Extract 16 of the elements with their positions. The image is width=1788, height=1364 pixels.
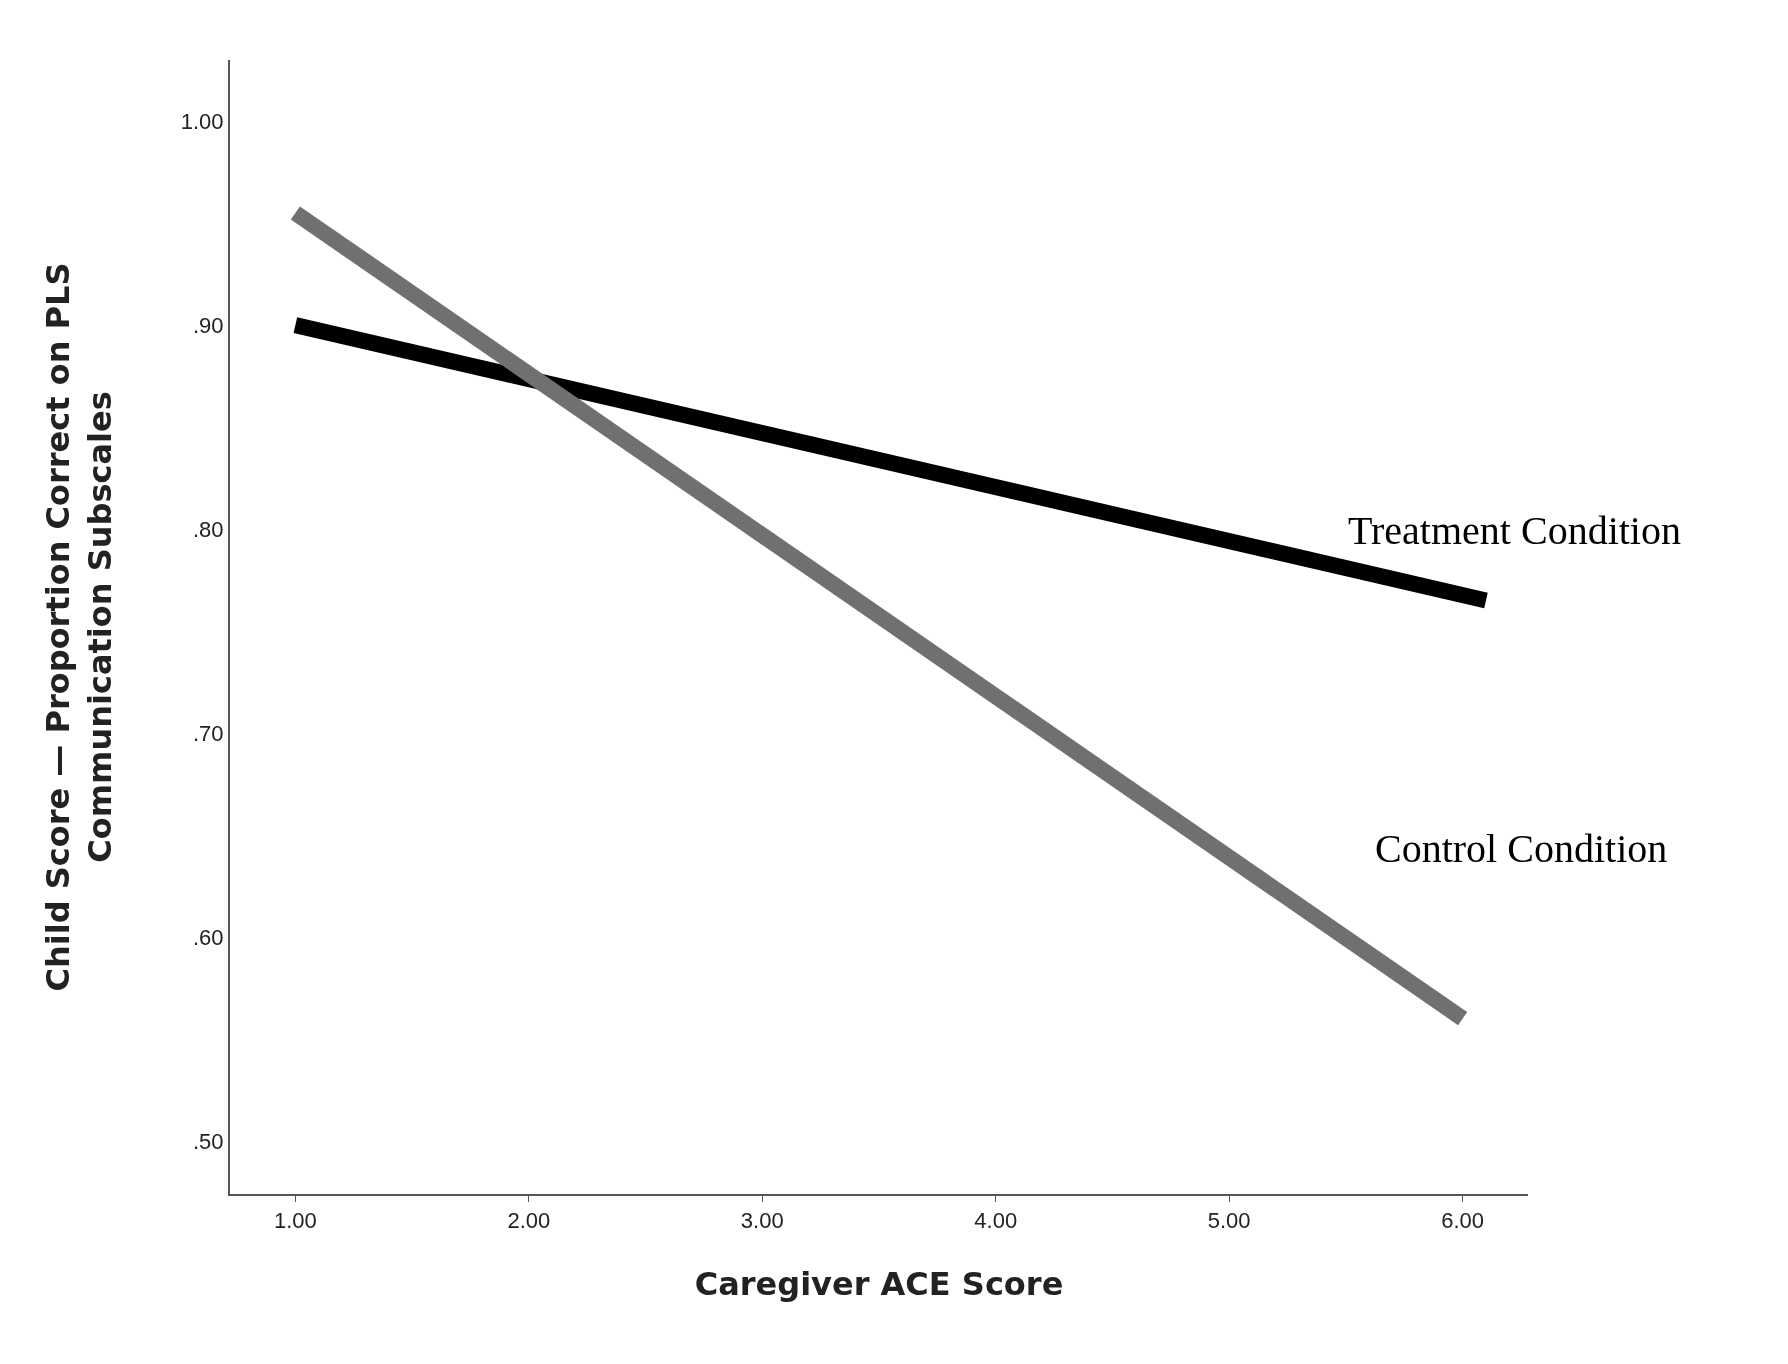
y-tick-label: .90 <box>193 312 224 338</box>
y-tick-label: 1.00 <box>180 108 224 134</box>
x-axis-title: Caregiver ACE Score <box>694 1264 1064 1303</box>
y-tick-label: .70 <box>193 720 224 746</box>
y-axis-title: Child Score — Proportion Correct on PLS Communication Subscales <box>38 262 119 992</box>
x-tick-label: 3.00 <box>740 1208 784 1234</box>
y-tick-label: .80 <box>193 516 224 542</box>
y-tick-label: .50 <box>193 1128 224 1154</box>
y-tick-label: .60 <box>193 924 224 950</box>
x-tick-label: 4.00 <box>974 1208 1018 1234</box>
x-tick-label: 2.00 <box>507 1208 551 1234</box>
series-label: Control Condition <box>1375 826 1668 871</box>
series-label: Treatment Condition <box>1348 508 1681 553</box>
x-tick-label: 6.00 <box>1441 1208 1485 1234</box>
x-tick-label: 5.00 <box>1207 1208 1251 1234</box>
x-tick-label: 1.00 <box>273 1208 317 1234</box>
